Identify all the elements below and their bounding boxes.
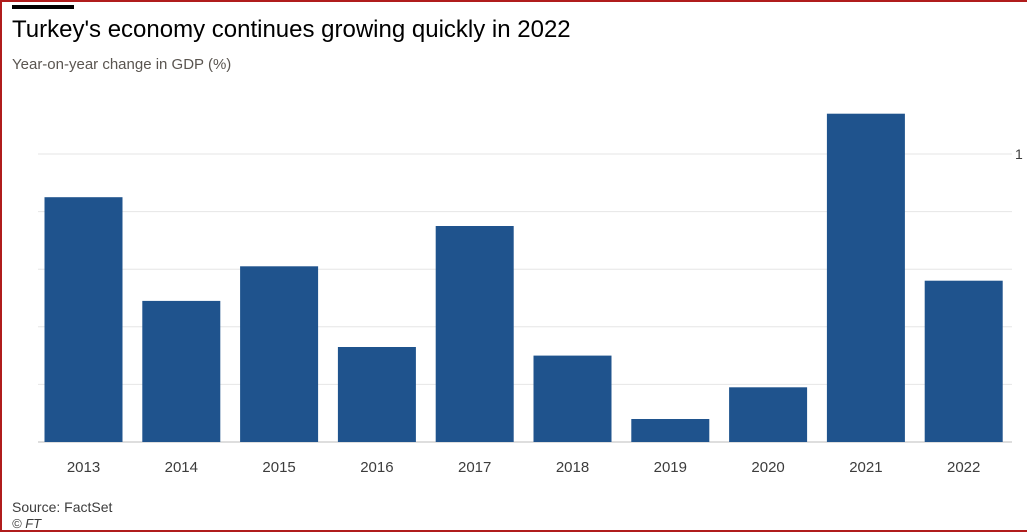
x-tick-label: 2016 [360,459,393,476]
bar-2014 [142,300,221,442]
bar-2017 [435,226,514,442]
bar-2018 [533,355,612,442]
bar-2013 [44,197,123,442]
x-tick-label: 2017 [458,459,491,476]
y-tick-label: 1 [1015,146,1023,162]
credit-note: © FT [12,516,42,531]
chart-subtitle: Year-on-year change in GDP (%) [12,56,232,73]
brand-bar [12,5,74,9]
x-tick-label: 2021 [849,459,882,476]
x-tick-label: 2019 [654,459,687,476]
bar-2021 [826,113,905,442]
bar-2016 [337,347,416,442]
x-tick-label: 2022 [947,459,980,476]
bar-2019 [631,419,710,442]
x-tick-label: 2020 [751,459,784,476]
chart-title: Turkey's economy continues growing quick… [12,16,571,43]
x-tick-label: 2014 [165,459,198,476]
x-tick-label: 2013 [67,459,100,476]
bar-2015 [240,266,319,442]
bar-2022 [924,280,1003,442]
x-tick-label: 2018 [556,459,589,476]
source-note: Source: FactSet [12,499,113,515]
x-tick-label: 2015 [262,459,295,476]
bar-2020 [729,387,808,442]
